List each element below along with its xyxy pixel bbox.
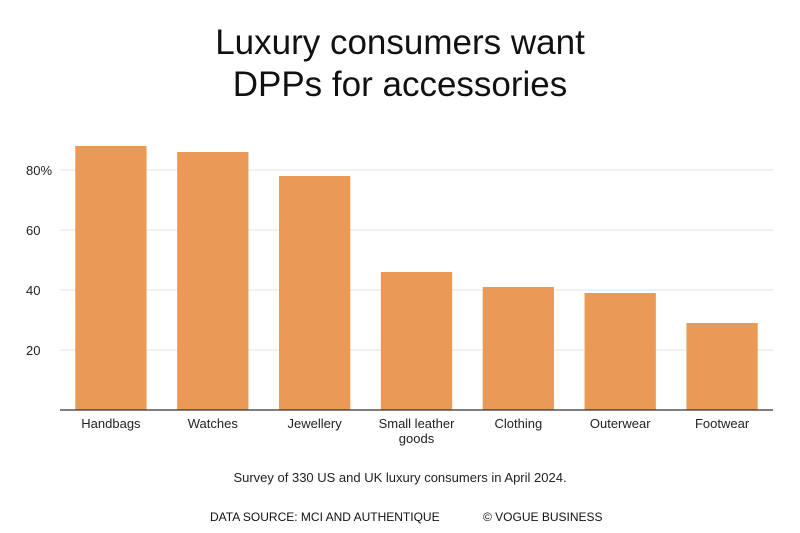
bar bbox=[380, 272, 453, 410]
x-tick-label: Watches bbox=[188, 416, 239, 431]
copyright-credit: © VOGUE BUSINESS bbox=[483, 510, 603, 524]
x-tick-labels: Handbags Watches Jewellery Small leather goo… bbox=[81, 416, 750, 446]
bar bbox=[278, 176, 351, 410]
bar-chart: 20 40 60 80% Handbags Watches Jewellery Small … bbox=[26, 146, 773, 446]
y-tick-label: 60 bbox=[26, 223, 40, 238]
y-tick-label: 80% bbox=[26, 163, 52, 178]
x-tick-label: Clothing bbox=[495, 416, 543, 431]
bar bbox=[75, 146, 147, 410]
chart-title: Luxury consumers want DPPs for accessori… bbox=[0, 22, 800, 106]
y-tick-labels: 20 40 60 80% bbox=[26, 163, 52, 358]
bar bbox=[584, 293, 656, 410]
chart-subtitle: Survey of 330 US and UK luxury consumers… bbox=[233, 470, 567, 485]
x-tick-label: Footwear bbox=[695, 416, 750, 431]
data-source: DATA SOURCE: MCI AND AUTHENTIQUE bbox=[210, 510, 440, 524]
x-tick-label: Outerwear bbox=[590, 416, 651, 431]
chart-title-line-1: Luxury consumers want bbox=[215, 23, 585, 62]
x-tick-label: Jewellery bbox=[288, 416, 343, 431]
x-tick-label: Small leather goods bbox=[379, 416, 456, 446]
y-tick-label: 40 bbox=[26, 283, 40, 298]
x-tick-label: Handbags bbox=[81, 416, 141, 431]
bar bbox=[482, 287, 555, 410]
bars bbox=[75, 146, 758, 410]
y-tick-label: 20 bbox=[26, 343, 40, 358]
bar bbox=[177, 152, 249, 410]
chart-title-line-2: DPPs for accessories bbox=[232, 65, 568, 104]
bar bbox=[686, 323, 758, 410]
